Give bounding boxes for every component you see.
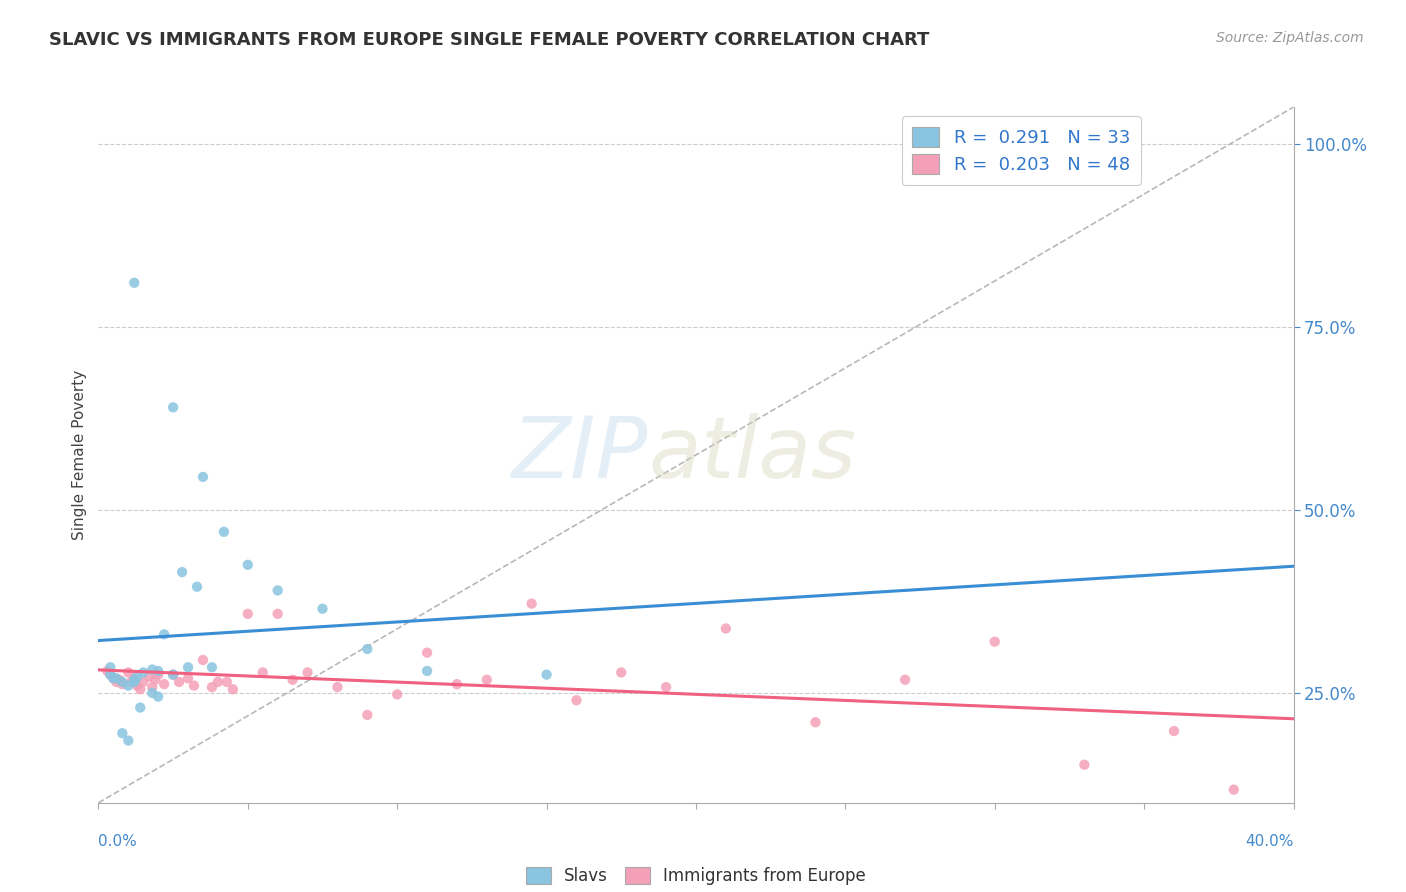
Point [520, 597, 543, 611]
Point [212, 524, 235, 539]
Point [117, 733, 139, 747]
Text: SLAVIC VS IMMIGRANTS FROM EUROPE SINGLE FEMALE POVERTY CORRELATION CHART: SLAVIC VS IMMIGRANTS FROM EUROPE SINGLE … [49, 31, 929, 49]
Point [103, 671, 125, 685]
Point [207, 675, 229, 690]
Point [475, 673, 498, 687]
Point [201, 680, 224, 694]
Point [356, 642, 378, 657]
Point [105, 671, 128, 685]
Point [117, 665, 139, 680]
Point [141, 686, 163, 700]
Point [536, 667, 558, 681]
Point [191, 470, 214, 484]
Point [177, 671, 200, 685]
Point [804, 715, 827, 730]
Point [141, 663, 163, 677]
Point [714, 622, 737, 636]
Y-axis label: Single Female Poverty: Single Female Poverty [72, 370, 87, 540]
Point [326, 680, 349, 694]
Point [183, 679, 205, 693]
Point [120, 675, 142, 690]
Point [267, 583, 290, 598]
Point [103, 671, 125, 685]
Text: Source: ZipAtlas.com: Source: ZipAtlas.com [1216, 31, 1364, 45]
Point [105, 675, 128, 690]
Point [124, 673, 146, 687]
Point [108, 673, 131, 687]
Point [191, 653, 214, 667]
Point [148, 690, 170, 704]
Legend: Slavs, Immigrants from Europe: Slavs, Immigrants from Europe [519, 861, 873, 892]
Point [124, 671, 146, 685]
Point [141, 680, 163, 694]
Point [143, 673, 166, 687]
Point [132, 675, 155, 690]
Text: 40.0%: 40.0% [1246, 834, 1294, 849]
Point [117, 679, 139, 693]
Point [297, 665, 319, 680]
Point [153, 677, 176, 691]
Point [100, 667, 122, 681]
Point [96, 664, 118, 678]
Point [167, 675, 190, 690]
Point [127, 679, 149, 693]
Point [172, 565, 194, 579]
Text: 0.0%: 0.0% [98, 834, 138, 849]
Point [311, 601, 333, 615]
Point [894, 673, 917, 687]
Point [186, 580, 208, 594]
Point [1073, 757, 1095, 772]
Point [100, 667, 122, 681]
Point [201, 660, 224, 674]
Point [565, 693, 588, 707]
Point [610, 665, 633, 680]
Point [124, 276, 146, 290]
Point [148, 664, 170, 678]
Text: atlas: atlas [648, 413, 856, 497]
Point [100, 660, 122, 674]
Point [177, 660, 200, 674]
Point [111, 675, 134, 690]
Point [267, 607, 290, 621]
Point [138, 670, 160, 684]
Point [222, 682, 245, 697]
Point [124, 675, 146, 690]
Point [416, 646, 439, 660]
Point [236, 607, 259, 621]
Point [385, 687, 409, 701]
Point [356, 707, 378, 722]
Point [162, 667, 184, 681]
Point [1223, 782, 1246, 797]
Point [129, 682, 152, 697]
Point [127, 670, 149, 684]
Point [162, 667, 184, 681]
Point [215, 675, 238, 690]
Point [416, 664, 439, 678]
Point [111, 677, 134, 691]
Point [129, 700, 152, 714]
Point [111, 726, 134, 740]
Point [153, 627, 176, 641]
Point [984, 634, 1007, 648]
Text: ZIP: ZIP [512, 413, 648, 497]
Point [132, 665, 155, 680]
Point [252, 665, 274, 680]
Point [236, 558, 259, 572]
Point [162, 401, 184, 415]
Point [281, 673, 304, 687]
Point [1163, 724, 1185, 739]
Point [446, 677, 468, 691]
Point [148, 667, 170, 681]
Point [655, 680, 678, 694]
